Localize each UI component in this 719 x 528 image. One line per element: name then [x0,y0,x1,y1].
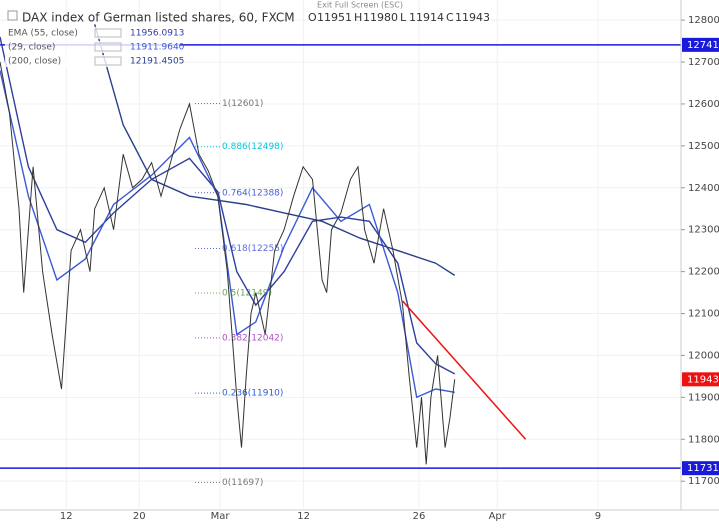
moving-average [0,70,455,399]
x-tick-label: Mar [211,511,231,522]
y-tick-label: 12500 [688,141,719,152]
fib-label: 0.236(11910) [222,389,283,399]
legend-icon[interactable] [94,42,122,52]
y-tick-label: 12000 [688,350,719,361]
price-tag [682,461,719,476]
legend: O 11951 H 11980 L 11914 C 11943 EMA (55, close) 1… [5,11,490,67]
price-tag-label: 11731 [687,463,719,474]
legend-name: EMA (55, close) [8,29,78,39]
fib-label: 0.886(12498) [222,142,283,152]
y-tick-label: 11700 [688,476,719,487]
legend-name: (29, close) [8,43,55,53]
y-tick-label: 11900 [688,392,719,403]
legend-bg [5,27,180,39]
fib-label: 0.5(12149) [222,288,272,298]
x-tick-label: 12 [60,511,73,522]
y-tick-label: 12300 [688,225,719,236]
exit-fullscreen[interactable]: Exit Full Screen (ESC) [317,1,403,10]
price-axis [681,0,719,528]
last-price-label: 11943 [687,374,719,385]
trend-line [401,300,527,440]
ohlc-value: 11980 [363,11,398,24]
legend-value: 11956.0913 [130,29,184,39]
legend-icon[interactable] [94,56,122,66]
price-tag [682,37,719,52]
ohlc-value: 11951 [317,11,352,24]
ohlc-value: 11914 [409,11,444,24]
x-tick-label: 12 [297,511,310,522]
x-tick-label: 20 [133,511,146,522]
chart-title: DAX index of German listed shares, 60, F… [22,11,295,25]
y-tick-label: 12800 [688,15,719,26]
legend-name: (200, close) [8,57,61,67]
y-tick-label: 12600 [688,99,719,110]
ohlc-key: O [308,11,317,24]
y-tick-label: 12100 [688,309,719,320]
legend-value: 12191.4505 [130,57,184,67]
price-line [0,61,456,465]
legend-bg [5,55,180,67]
price-tag-label: 12741 [687,40,719,51]
legend-value: 11911.9640 [130,43,185,53]
fib-label: 0.764(12388) [222,188,283,198]
legend-bg [5,41,180,53]
fib-label: 1(12601) [222,99,263,109]
collapse-icon[interactable] [7,10,18,21]
x-tick-label: 9 [595,511,601,522]
ohlc-key: C [446,11,454,24]
y-tick-label: 12400 [688,183,719,194]
last-price-tag [682,372,719,387]
x-tick-label: 26 [413,511,426,522]
y-tick-label: 12200 [688,267,719,278]
ohlc-key: H [354,11,362,24]
x-tick-label: Apr [489,511,507,522]
ohlc-value: 11943 [455,11,490,24]
y-tick-label: 11800 [688,434,719,445]
fib-label: 0(11697) [222,478,263,488]
moving-average [0,36,456,375]
fib-label: 0.382(12042) [222,333,283,343]
ohlc-key: L [400,11,407,24]
fib-label: 0.618(12255) [222,244,283,254]
legend-icon[interactable] [94,28,122,38]
y-tick-label: 12700 [688,57,719,68]
